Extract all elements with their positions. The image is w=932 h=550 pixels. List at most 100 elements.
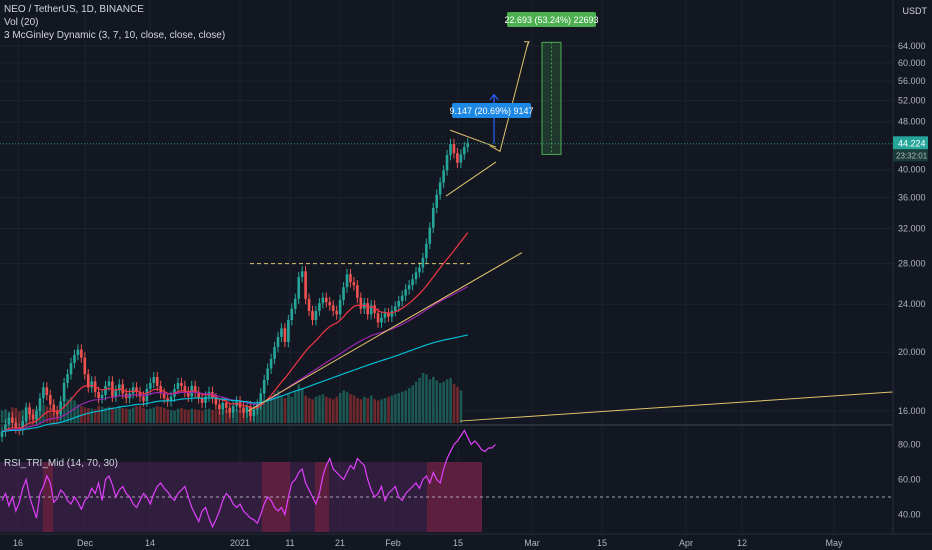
volume-bar: [180, 408, 183, 423]
candle-body: [231, 406, 235, 413]
rsi-legend[interactable]: RSI_TRI_Mid (14, 70, 30): [4, 458, 118, 469]
candle-body: [107, 381, 111, 386]
candle-body: [249, 406, 252, 416]
candle-body: [4, 424, 7, 432]
last-price-tag[interactable]: [893, 136, 928, 150]
volume-bar: [238, 409, 242, 423]
volume-legend[interactable]: Vol (20): [4, 17, 38, 28]
candle-body: [283, 328, 287, 342]
price-tick-label: 60.000: [898, 58, 926, 68]
rsi-highlight-zone: [427, 462, 482, 532]
candle-body: [59, 401, 62, 415]
volume-bar: [0, 410, 4, 423]
volume-bar: [190, 408, 194, 423]
rsi-tick-label: 40.00: [898, 510, 921, 520]
volume-bar: [318, 395, 321, 423]
price-pane[interactable]: 22.693 (53.24%) 22693 9.147 (20.69%) 9147: [0, 12, 894, 443]
volume-bar: [363, 396, 366, 423]
candle-body: [169, 396, 173, 402]
rising-trendline[interactable]: [247, 252, 523, 412]
volume-indicator-label: Vol (20): [4, 17, 39, 28]
volume-bar: [142, 408, 145, 423]
volume-bar: [259, 403, 263, 423]
price-tick-label: 16.000: [898, 406, 926, 416]
candle-body: [52, 404, 56, 411]
symbol-legend[interactable]: NEO / TetherUS, 1D, BINANCE: [4, 4, 144, 15]
candle-body: [321, 297, 325, 304]
target-label-box[interactable]: [507, 12, 596, 27]
price-tick-label: 32.000: [898, 224, 926, 234]
projection-path[interactable]: [489, 42, 529, 153]
candle-body: [69, 362, 73, 375]
volume-bar: [73, 400, 76, 423]
candle-body: [200, 398, 204, 403]
volume-bar: [438, 383, 442, 423]
countdown-tag: [893, 149, 928, 162]
candle-body: [407, 285, 411, 290]
price-axis[interactable]: USDT64.00060.00056.00052.00048.00044.000…: [892, 0, 932, 550]
rsi-highlight-zone: [315, 462, 329, 532]
volume-bar: [100, 406, 104, 423]
candle-body: [390, 310, 394, 317]
volume-bar: [169, 409, 173, 423]
volume-bar: [131, 407, 135, 423]
candle-body: [356, 285, 359, 298]
candle-body: [31, 414, 35, 420]
volume-bar: [162, 408, 166, 423]
candle-body: [290, 308, 294, 321]
rsi-pane[interactable]: [0, 429, 893, 533]
long-support-trendline[interactable]: [459, 391, 894, 422]
candle-body: [90, 381, 93, 388]
candle-body: [14, 422, 18, 428]
candle-body: [404, 289, 407, 296]
pennant-top-line[interactable]: [449, 129, 497, 148]
candle-body: [73, 354, 76, 363]
candle-body: [338, 299, 342, 315]
candle-body: [459, 154, 463, 163]
candle-body: [204, 396, 207, 403]
price-tick-label: 56.000: [898, 76, 926, 86]
symbol-title: NEO / TetherUS, 1D, BINANCE: [4, 4, 144, 15]
volume-bar: [321, 394, 325, 423]
pennant-bottom-line[interactable]: [445, 161, 497, 197]
last-price-value: 44.224: [898, 138, 926, 148]
move-label-box[interactable]: [452, 103, 531, 118]
volume-bar: [435, 380, 439, 423]
volume-bar: [269, 398, 273, 423]
volume-bar: [159, 406, 163, 423]
volume-bar: [207, 408, 211, 423]
candle-body: [183, 385, 187, 392]
volume-bar: [325, 396, 328, 423]
time-tick-label: Feb: [385, 538, 401, 548]
volume-bar: [335, 396, 339, 423]
volume-bar: [87, 408, 90, 423]
volume-bar: [197, 409, 201, 423]
candle-body: [7, 417, 11, 425]
volume-bar: [407, 388, 411, 423]
candle-body: [49, 395, 52, 405]
candle-body: [66, 374, 69, 383]
candle-body: [380, 317, 383, 323]
candle-body: [55, 411, 59, 415]
volume-bar: [376, 400, 380, 423]
volume-bar: [373, 399, 376, 423]
volume-bar: [225, 409, 228, 423]
mcginley-legend[interactable]: 3 McGinley Dynamic (3, 7, 10, close, clo…: [4, 30, 225, 41]
candle-body: [383, 313, 387, 318]
candle-body: [76, 349, 80, 355]
volume-bar: [328, 398, 332, 423]
volume-bar: [235, 409, 238, 423]
volume-bar: [135, 406, 138, 423]
volume-bar: [80, 406, 83, 423]
candle-body: [376, 313, 380, 323]
candle-body: [176, 382, 180, 389]
volume-bar: [125, 408, 128, 423]
candle-body: [452, 144, 456, 154]
volume-bar: [366, 398, 370, 423]
candle-body: [314, 310, 318, 321]
volume-bar: [121, 408, 125, 423]
time-axis[interactable]: 16 Dec 14 2021 11 21 Feb 15 Mar 15 Apr 12 May: [0, 533, 932, 550]
candle-body: [166, 398, 169, 402]
volume-bar: [194, 409, 197, 423]
